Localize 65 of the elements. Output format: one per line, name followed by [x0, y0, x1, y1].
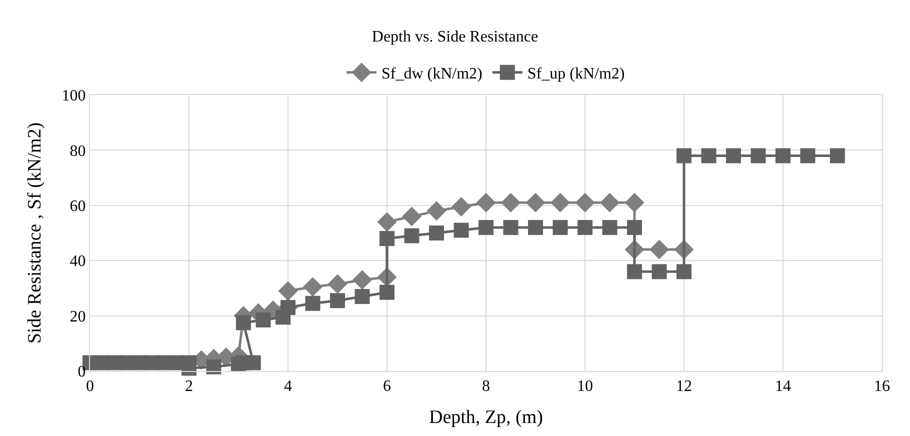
point — [800, 148, 816, 164]
point — [354, 288, 370, 304]
x-tick-label: 14 — [775, 378, 791, 396]
point — [426, 201, 446, 221]
point — [305, 296, 320, 311]
point — [454, 222, 469, 238]
point — [402, 206, 422, 226]
point — [452, 197, 471, 217]
y-axis-title: Side Resistance , Sf (kN/m2) — [24, 122, 46, 344]
legend-label: Sf_up (kN/m2) — [527, 66, 625, 83]
y-tick-label: 20 — [70, 308, 86, 326]
point — [550, 192, 570, 212]
x-tick-label: 10 — [577, 378, 593, 396]
point — [624, 192, 644, 212]
point — [330, 293, 345, 308]
point — [676, 148, 692, 164]
legend-label: Sf_dw (kN/m2) — [382, 66, 482, 83]
point — [526, 192, 546, 212]
point — [750, 148, 766, 164]
point — [501, 192, 520, 212]
point — [578, 220, 592, 235]
chart-title: Depth vs. Side Resistance — [372, 28, 538, 46]
point — [552, 220, 568, 235]
point — [380, 231, 394, 246]
point — [627, 264, 642, 280]
point — [650, 240, 669, 260]
point — [600, 192, 620, 212]
point — [429, 226, 444, 240]
point — [236, 315, 251, 330]
y-tick-label: 60 — [70, 198, 86, 215]
x-tick-label: 6 — [383, 378, 391, 396]
point — [278, 281, 298, 301]
point — [701, 148, 716, 164]
x-tick-label: 2 — [185, 378, 193, 396]
point — [352, 270, 372, 290]
x-tick-label: 8 — [482, 378, 490, 396]
point — [830, 148, 845, 164]
y-tick-label: 100 — [62, 88, 86, 105]
point — [380, 284, 394, 300]
x-tick-label: 12 — [676, 378, 692, 396]
point — [256, 312, 271, 328]
point — [575, 192, 595, 212]
point — [377, 212, 397, 232]
point — [280, 300, 296, 316]
point — [503, 220, 518, 235]
point — [476, 192, 496, 212]
point — [627, 220, 642, 235]
x-tick-label: 16 — [874, 378, 890, 396]
point — [328, 274, 348, 294]
point — [776, 148, 790, 164]
point — [206, 359, 222, 374]
point — [303, 277, 322, 297]
x-axis-title: Depth, Zp, (m) — [429, 407, 543, 428]
x-tick-label: 4 — [284, 378, 292, 396]
point — [652, 264, 667, 280]
point — [602, 220, 618, 235]
y-tick-label: 40 — [70, 253, 86, 270]
point — [676, 264, 692, 280]
point — [726, 148, 741, 164]
y-tick-label: 80 — [70, 142, 86, 160]
point — [246, 355, 261, 370]
y-tick-label: 0 — [78, 364, 86, 381]
point — [404, 228, 420, 244]
point — [478, 220, 494, 235]
point — [528, 220, 543, 235]
